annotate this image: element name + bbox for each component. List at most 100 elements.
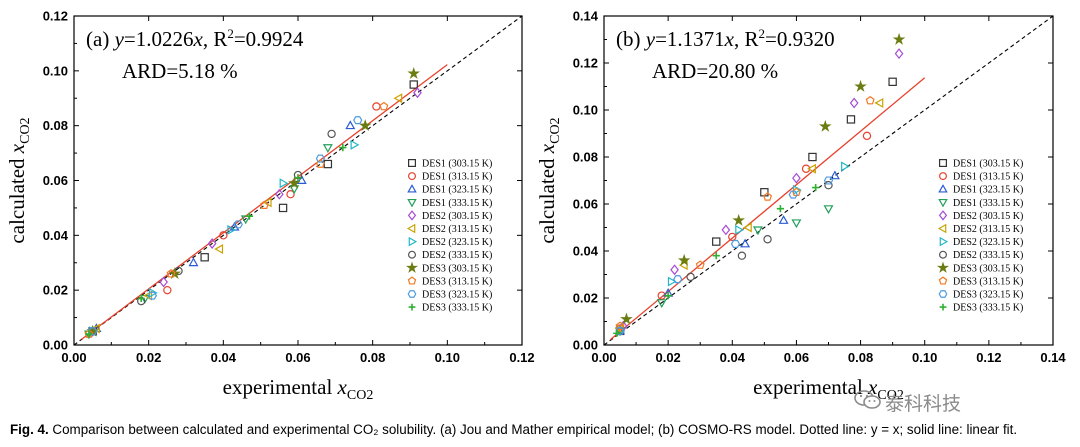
chart-panel-b: 0.00 0.02 0.04 0.06 0.08 0.10 0.12 0.14 0.00 0.02…: [535, 9, 1066, 404]
x-axis-title-sub: CO2: [877, 388, 903, 403]
legend-label: DES2 (323.15 K): [422, 237, 492, 248]
legend-marker: [938, 159, 947, 168]
legend-marker: [407, 290, 417, 298]
data-point: [788, 190, 798, 199]
x-tick-label: 0.00: [591, 350, 616, 365]
data-point: [892, 32, 906, 45]
legend-marker: [937, 223, 947, 234]
x-tick-label: 0.06: [285, 350, 310, 365]
caption-text: Comparison between calculated and experi…: [48, 422, 1018, 437]
wechat-icon: [854, 390, 881, 409]
data-point: [407, 66, 421, 79]
legend-label: DES3 (313.15 K): [953, 276, 1023, 287]
diagonal-line: [603, 15, 1054, 346]
x-tick-label: 0.06: [784, 350, 809, 365]
x-tick-label: 0.08: [360, 350, 385, 365]
legend-label: DES1 (303.15 K): [953, 159, 1023, 170]
data-point: [345, 120, 356, 130]
legend-marker: [408, 159, 417, 168]
legend-marker: [938, 198, 948, 208]
data-point: [409, 80, 418, 89]
data-point: [379, 101, 389, 111]
data-point: [732, 213, 745, 226]
data-point: [615, 321, 625, 331]
data-point: [166, 269, 176, 278]
legend-label: DES2 (333.15 K): [953, 250, 1023, 261]
data-point: [207, 238, 217, 250]
legend-item: DES1 (323.15 K): [938, 184, 1023, 196]
y-tick-label: 0.14: [573, 9, 599, 24]
data-point: [730, 239, 741, 248]
figure-canvas: 0.00 0.02 0.04 0.06 0.08 0.10 0.12 0.00 0.02 0.04…: [5, 9, 1066, 404]
legend: DES1 (303.15 K) DES1 (313.15 K) DES1 (323.…: [936, 159, 1023, 314]
legend-item: DES3 (323.15 K): [938, 290, 1023, 301]
legend-item: DES1 (303.15 K): [408, 159, 492, 170]
data-point: [289, 185, 300, 195]
data-point: [147, 291, 158, 300]
x-tick-label: 0.00: [61, 350, 86, 365]
caption-label: Fig. 4.: [10, 422, 49, 437]
legend: DES1 (303.15 K) DES1 (313.15 K) DES1 (323.…: [405, 159, 492, 314]
data-point: [219, 231, 228, 240]
legend-item: DES2 (313.15 K): [406, 223, 492, 235]
data-series: [86, 66, 421, 337]
legend-marker: [408, 236, 418, 247]
legend-item: DES2 (323.15 K): [939, 236, 1023, 248]
legend-item: DES2 (323.15 K): [408, 236, 492, 248]
data-point: [613, 329, 621, 337]
x-tick-label: 0.04: [720, 350, 746, 365]
data-series: [615, 95, 875, 331]
legend-item: DES3 (303.15 K): [936, 261, 1023, 274]
x-axis-title: experimental xCO2: [223, 375, 374, 403]
y-tick-label: 0.00: [43, 338, 68, 353]
data-point: [188, 257, 199, 267]
equation-y: y: [113, 27, 125, 51]
y-axis-title-var: x: [5, 143, 29, 154]
data-point: [792, 172, 801, 184]
x-axis-title-text: experimental: [223, 375, 338, 399]
legend-item: DES2 (333.15 K): [408, 250, 492, 261]
data-point: [323, 159, 333, 169]
legend-item: DES2 (303.15 K): [407, 210, 492, 222]
data-point: [294, 174, 302, 182]
data-point: [322, 144, 333, 153]
data-point: [200, 253, 209, 262]
data-point: [137, 294, 145, 302]
data-point: [763, 235, 772, 244]
data-series: [618, 48, 904, 332]
data-point: [819, 119, 832, 132]
equation-r2-value: =0.9924: [234, 27, 304, 51]
data-series: [91, 120, 356, 333]
equation-r2-sup: 2: [227, 26, 234, 41]
data-series: [613, 183, 820, 337]
data-point: [686, 272, 695, 282]
legend-item: DES1 (333.15 K): [407, 198, 492, 209]
data-point: [259, 200, 269, 209]
data-point: [812, 183, 820, 192]
data-series: [614, 97, 884, 334]
legend-item: DES3 (303.15 K): [405, 261, 492, 274]
legend-label: DES3 (323.15 K): [953, 290, 1023, 301]
legend-item: DES3 (313.15 K): [407, 276, 492, 287]
data-point: [752, 226, 763, 236]
data-point: [854, 79, 867, 92]
data-point: [735, 224, 745, 235]
data-point: [801, 164, 811, 173]
legend-marker: [938, 276, 948, 285]
data-point: [824, 180, 833, 190]
y-tick-label: 0.06: [573, 197, 598, 212]
legend-marker: [407, 276, 417, 285]
legend-label: DES2 (313.15 K): [422, 224, 492, 235]
legend-item: DES1 (303.15 K): [938, 159, 1023, 170]
legend-label: DES3 (313.15 K): [422, 276, 492, 287]
legend-marker: [938, 172, 947, 181]
x-tick-label: 0.02: [655, 350, 680, 365]
legend-marker: [938, 184, 948, 193]
legend-item: DES3 (313.15 K): [938, 276, 1023, 287]
x-axis-title-sub: CO2: [347, 388, 373, 403]
data-point: [791, 219, 802, 229]
x-axis-title: experimental xCO2: [753, 375, 904, 403]
data-point: [227, 224, 237, 235]
x-tick-label: 0.10: [435, 350, 460, 365]
legend-item: DES3 (333.15 K): [408, 303, 492, 314]
